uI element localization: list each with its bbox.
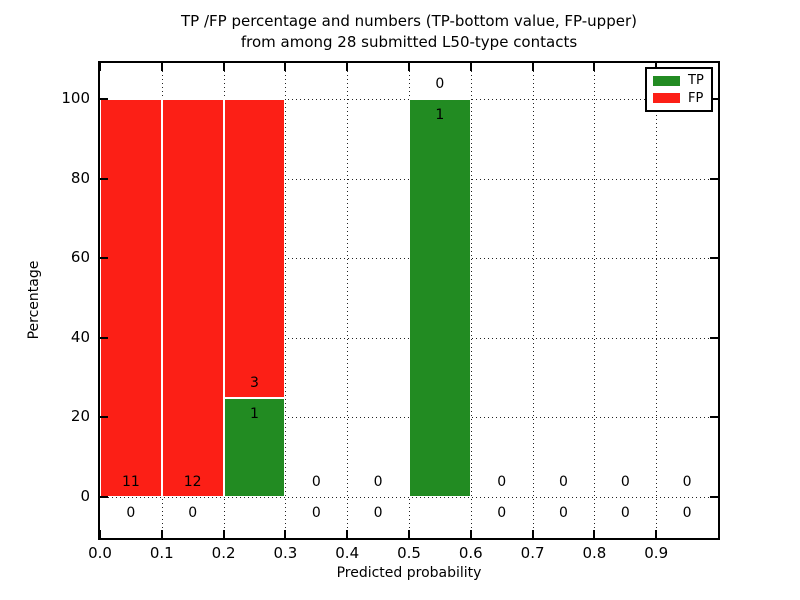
x-tick-top [284,63,287,71]
y-tick-label: 20 [70,407,90,426]
fp-count-label: 0 [620,474,630,490]
tp-count-label: 1 [250,405,259,422]
chart-title-line1: TP /FP percentage and numbers (TP-bottom… [181,12,637,30]
x-tick-label: 0.6 [458,544,483,562]
y-tick-label: 80 [70,168,90,187]
x-tick-label: 0.5 [397,544,421,562]
fp-count-label: 11 [121,474,140,490]
x-tick-top [469,63,472,71]
x-tick-bottom [408,530,410,538]
tp-count-label: 0 [311,505,321,521]
y-tick-label: 0 [80,487,90,505]
fp-bar-segment [223,99,286,398]
tp-count-label: 0 [682,505,692,521]
x-tick-bottom [99,530,101,538]
y-tick-right [710,98,718,100]
y-tick-left [100,98,108,100]
fp-count-label: 12 [183,474,202,490]
fp-count-label: 0 [435,76,445,92]
x-tick-label: 0.9 [644,544,669,562]
x-tick-label: 0.1 [149,544,174,562]
fp-count-label: 0 [497,474,507,490]
x-gridline [594,63,596,538]
tp-count-label: 0 [373,505,383,521]
x-gridline [285,63,287,538]
x-tick-label: 0.4 [335,544,360,562]
tp-count-label: 0 [497,505,507,521]
x-tick-top [408,63,410,71]
fp-bar-segment [100,99,162,497]
fp-count-label: 0 [311,474,321,490]
chart-title: TP /FP percentage and numbers (TP-bottom… [98,11,720,53]
x-tick-bottom [222,530,225,538]
tp-bar-segment [409,99,471,497]
x-tick-label: 0.0 [88,544,112,562]
x-gridline [347,63,349,538]
x-tick-top [99,63,101,71]
y-tick-right [710,336,718,339]
y-tick-right [710,257,718,260]
tp-color-swatch [653,75,680,86]
legend-item-tp: TP [653,74,705,87]
x-tick-label: 0.2 [211,544,236,562]
x-tick-bottom [655,530,658,538]
x-tick-top [160,63,163,71]
x-tick-top [346,63,349,71]
legend-label-fp: FP [688,90,704,106]
x-tick-top [531,63,534,71]
y-tick-left [100,177,108,180]
tp-count-label: 0 [559,505,568,521]
y-tick-left [100,257,108,260]
y-axis-label: Percentage [26,260,42,340]
tp-count-label: 0 [126,505,136,521]
y-tick-label: 40 [70,327,90,346]
fp-count-label: 0 [559,474,568,490]
x-gridline [656,63,658,538]
y-tick-right [710,177,718,180]
y-tick-right [710,416,718,419]
y-tick-label: 60 [70,248,90,267]
x-gridline [532,63,534,538]
x-tick-bottom [346,530,349,538]
y-tick-right [710,496,718,498]
y-tick-left [100,496,108,498]
x-tick-bottom [593,530,596,538]
fp-count-label: 3 [250,374,259,391]
legend-label-tp: TP [688,73,704,89]
chart-title-line2: from among 28 submitted L50-type contact… [240,33,578,51]
tp-bar-segment [223,397,286,497]
fp-color-swatch [653,93,680,104]
legend: TP FP [645,67,713,112]
fp-count-label: 0 [682,474,692,490]
fp-count-label: 0 [373,474,383,490]
tp-count-label: 0 [620,505,630,521]
tp-count-label: 0 [188,505,198,521]
x-tick-top [222,63,225,71]
tp-count-label: 1 [435,107,445,123]
x-gridline [470,63,472,538]
x-tick-bottom [284,530,287,538]
x-tick-bottom [160,530,163,538]
fp-bar-segment [161,99,224,497]
x-tick-top [593,63,596,71]
x-axis-label: Predicted probability [336,565,482,581]
y-tick-left [100,336,108,339]
y-tick-label: 100 [61,89,90,107]
x-tick-label: 0.3 [273,544,298,562]
x-tick-bottom [531,530,534,538]
y-tick-left [100,416,108,419]
legend-item-fp: FP [653,92,705,105]
x-tick-bottom [469,530,472,538]
x-tick-label: 0.7 [520,544,545,562]
x-tick-label: 0.8 [582,544,607,562]
